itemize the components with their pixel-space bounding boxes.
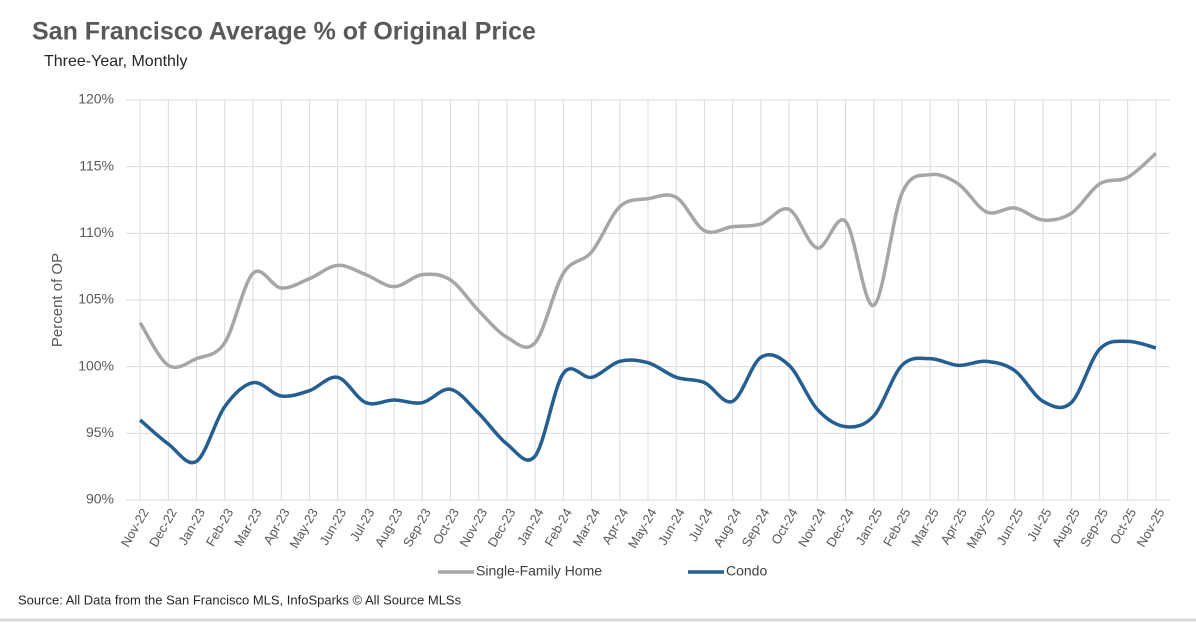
x-tick-label: Jun-23 <box>316 506 349 548</box>
y-axis-title: Percent of OP <box>49 253 66 347</box>
x-tick-label: Dec-24 <box>823 506 857 550</box>
x-tick-label: Mar-24 <box>570 506 604 549</box>
chart-subtitle: Three-Year, Monthly <box>44 53 187 70</box>
x-tick-label: Mar-23 <box>231 506 265 549</box>
x-tick-label: Nov-25 <box>1134 506 1168 550</box>
x-tick-label: Dec-23 <box>485 506 519 550</box>
x-tick-label: May-23 <box>286 506 321 551</box>
y-tick-label: 120% <box>78 91 114 107</box>
x-tick-label: May-25 <box>963 506 998 551</box>
x-tick-label: Sep-23 <box>400 506 434 550</box>
x-tick-label: May-24 <box>625 506 660 551</box>
x-tick-label: Mar-25 <box>908 506 942 549</box>
legend-label: Single-Family Home <box>476 563 602 579</box>
chart-title: San Francisco Average % of Original Pric… <box>32 18 536 46</box>
series-line <box>138 152 1158 370</box>
series-line <box>138 339 1157 465</box>
x-tick-label: Sep-24 <box>738 506 772 550</box>
x-tick-label: Dec-22 <box>146 506 180 550</box>
x-tick-label: Jun-25 <box>994 506 1027 548</box>
y-tick-label: 95% <box>86 424 114 440</box>
y-tick-label: 115% <box>79 157 114 173</box>
y-tick-label: 105% <box>78 291 114 307</box>
x-tick-label: Sep-25 <box>1077 506 1111 550</box>
y-tick-label: 100% <box>78 357 114 373</box>
source-note: Source: All Data from the San Francisco … <box>18 592 462 607</box>
y-tick-label: 90% <box>86 491 114 507</box>
y-tick-label: 110% <box>79 224 114 240</box>
x-tick-label: Jun-24 <box>655 506 688 548</box>
legend-label: Condo <box>726 563 767 579</box>
